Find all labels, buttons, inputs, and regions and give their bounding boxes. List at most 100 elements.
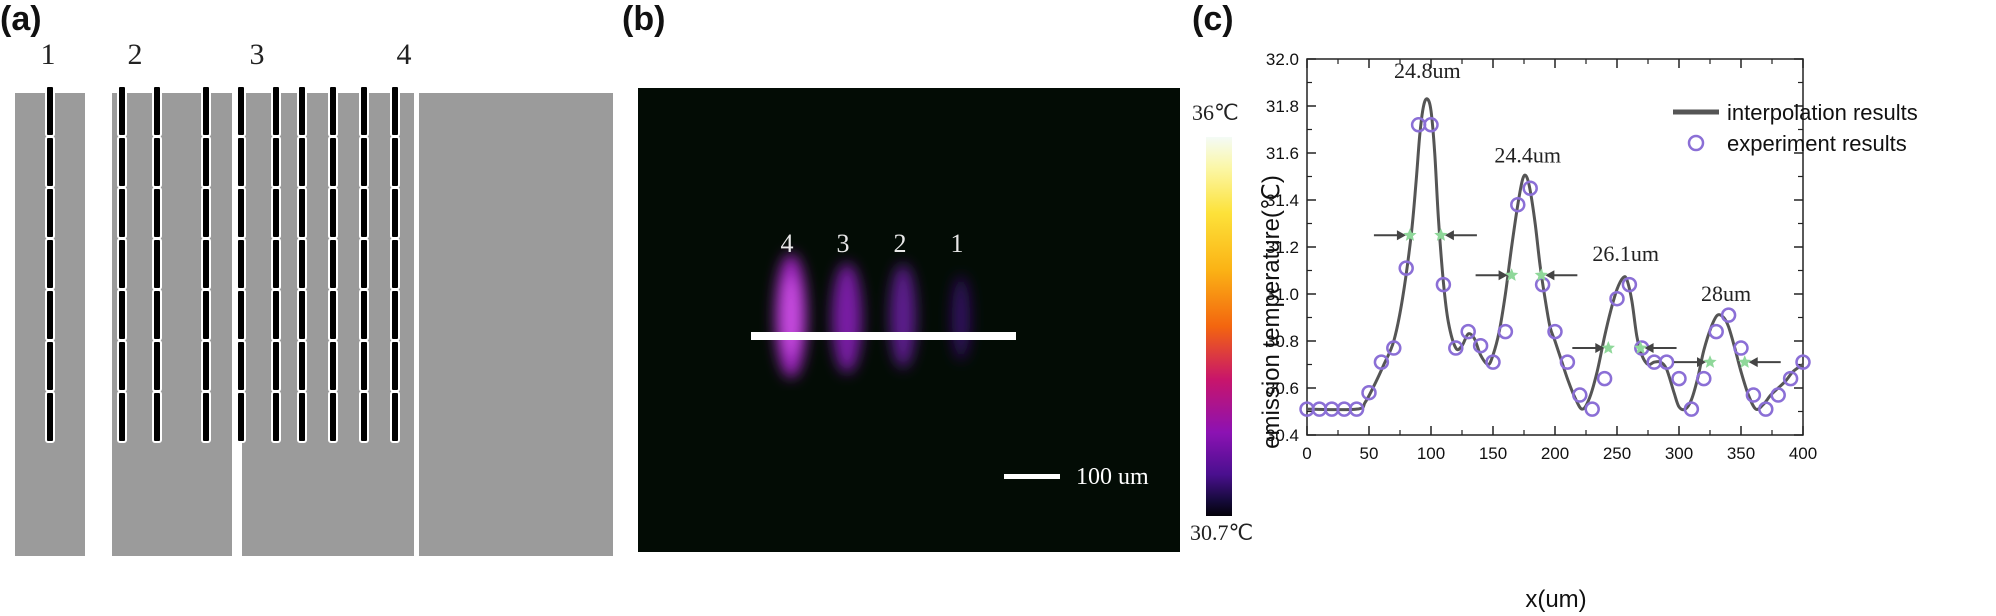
slot [271, 187, 281, 239]
fwhm-arrowhead-right [1444, 230, 1454, 241]
y-tick-label: 30.6 [1266, 379, 1299, 398]
experiment-point [1770, 387, 1786, 403]
slot [201, 238, 211, 290]
fwhm-arrowhead-right [1748, 357, 1758, 368]
experiment-point [1758, 401, 1774, 417]
experiment-point [1472, 337, 1489, 354]
fwhm-star [1403, 228, 1417, 241]
hotspot-4-core [782, 276, 800, 356]
fwhm-star [1434, 228, 1448, 241]
colorbar-min-label: 30.7℃ [1190, 520, 1254, 545]
sample-image-2 [112, 85, 232, 556]
slot [359, 85, 369, 137]
experiment-point [1373, 354, 1390, 370]
slot [297, 136, 307, 188]
experiment-point [1435, 276, 1452, 293]
x-tick-label: 250 [1603, 444, 1631, 463]
sample-image-4 [297, 85, 613, 556]
slot [390, 340, 400, 392]
slot [236, 187, 246, 239]
slot [152, 187, 162, 239]
slot [45, 136, 55, 188]
slot [297, 289, 307, 341]
slot [236, 238, 246, 290]
fwhm-star [1534, 268, 1549, 281]
experiment-point [1386, 340, 1402, 356]
slot [359, 187, 369, 239]
slot [117, 85, 127, 137]
slot [236, 391, 246, 443]
slot [117, 238, 127, 290]
experiment-point [1398, 260, 1414, 276]
panel-c-label: (c) [1192, 0, 1234, 38]
experiment-point [1683, 401, 1700, 417]
experiment-point [1584, 401, 1600, 417]
slot [359, 289, 369, 341]
panel-a: (a) 1 2 3 4 [0, 0, 620, 616]
profile-line [751, 332, 1016, 340]
experiment-point [1547, 323, 1563, 340]
slot [45, 187, 55, 239]
slot [390, 289, 400, 341]
slot [297, 85, 307, 137]
slot [328, 289, 338, 341]
slot [297, 187, 307, 239]
slot [201, 85, 211, 137]
fwhm-star [1601, 341, 1615, 354]
hotspot-1 [952, 276, 970, 360]
slot [297, 238, 307, 290]
fwhm-annotation: 28um [1701, 281, 1751, 306]
slot [390, 136, 400, 188]
experiment-point [1696, 370, 1712, 387]
fwhm-star [1504, 268, 1519, 281]
panel-a-label: (a) [0, 0, 42, 38]
slot [328, 340, 338, 392]
legend-circle-swatch [1687, 134, 1705, 152]
slot [201, 391, 211, 443]
slot [328, 238, 338, 290]
experiment-point [1621, 276, 1638, 293]
experiment-point [1361, 384, 1377, 401]
sample-label-3: 3 [837, 229, 850, 258]
y-axis-label: emission temperature(℃) [1258, 175, 1285, 449]
slot [152, 340, 162, 392]
colorbar-max-label: 36℃ [1192, 100, 1239, 125]
fwhm-star [1633, 341, 1648, 354]
slot [328, 391, 338, 443]
fwhm-arrowhead-right [1644, 343, 1654, 354]
chart-legend: interpolation results experiment results [1673, 100, 1918, 156]
fwhm-annotation: 26.1um [1592, 241, 1659, 266]
hotspot-3 [832, 263, 862, 373]
y-tick-label: 31.6 [1266, 144, 1299, 163]
x-tick-label: 350 [1727, 444, 1755, 463]
slot [117, 289, 127, 341]
slot [201, 340, 211, 392]
hotspot-2 [890, 264, 916, 368]
slot [271, 340, 281, 392]
experiment-point [1510, 196, 1526, 213]
thermal-heatmap: 4 3 2 1 100 um [751, 229, 1149, 490]
strip-label-4: 4 [396, 38, 412, 71]
strip-label-3: 3 [249, 38, 265, 71]
legend-label-experiment: experiment results [1727, 131, 1907, 156]
experiment-point [1720, 307, 1737, 323]
y-tick-label: 31.2 [1266, 238, 1299, 257]
slot [45, 340, 55, 392]
experiment-point [1348, 401, 1365, 417]
slot [236, 85, 246, 137]
slot [390, 391, 400, 443]
colorbar [1206, 137, 1232, 516]
experiment-point [1559, 354, 1576, 370]
experiment-point [1460, 323, 1476, 340]
experiment-point [1671, 370, 1687, 387]
sample-label-4: 4 [781, 229, 794, 258]
strip-label-1: 1 [40, 38, 56, 71]
slot [152, 238, 162, 290]
fwhm-arrowhead-right [1545, 270, 1555, 281]
y-tick-label: 31.4 [1266, 191, 1299, 210]
slot [236, 340, 246, 392]
slot [271, 85, 281, 137]
slot [328, 136, 338, 188]
slot [117, 391, 127, 443]
slot [117, 136, 127, 188]
